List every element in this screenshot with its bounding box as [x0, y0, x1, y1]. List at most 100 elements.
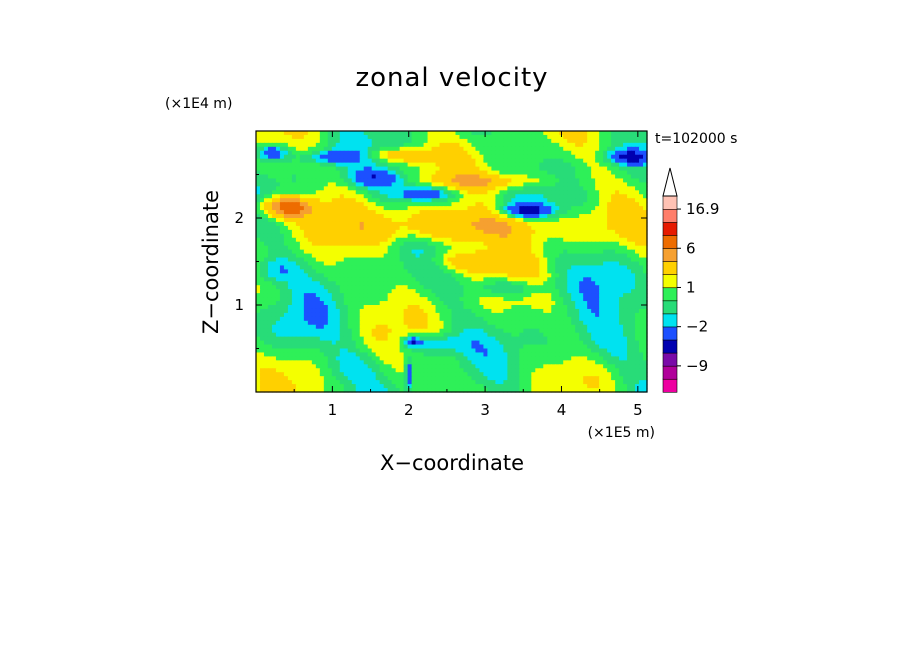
- field-cell: [363, 316, 369, 322]
- field-cell: [331, 249, 337, 255]
- field-cell: [443, 316, 449, 322]
- field-cell: [267, 170, 273, 176]
- field-cell: [535, 225, 540, 231]
- field-cell: [339, 269, 345, 274]
- field-cell: [459, 293, 465, 298]
- field-cell: [355, 170, 361, 176]
- field-cell: [263, 174, 269, 180]
- field-cell: [271, 210, 277, 215]
- field-cell: [391, 293, 397, 298]
- field-cell: [595, 174, 600, 180]
- field-cell: [479, 186, 485, 191]
- field-cell: [291, 214, 297, 219]
- field-cell: [487, 174, 492, 180]
- field-cell: [627, 221, 632, 227]
- field-cell: [619, 198, 624, 203]
- field-cell: [263, 146, 269, 152]
- field-cell: [563, 150, 568, 156]
- field-cell: [379, 273, 385, 278]
- field-cell: [619, 289, 624, 294]
- field-cell: [439, 281, 445, 286]
- field-cell: [299, 146, 305, 152]
- field-cell: [395, 328, 401, 334]
- field-cell: [571, 229, 576, 235]
- field-cell: [583, 182, 588, 187]
- field-cell: [531, 328, 536, 334]
- field-cell: [351, 285, 357, 290]
- field-cell: [619, 305, 624, 310]
- field-cell: [515, 273, 520, 278]
- field-cell: [467, 190, 473, 195]
- field-cell: [563, 308, 568, 314]
- field-cell: [383, 312, 389, 318]
- field-cell: [611, 218, 616, 223]
- field-cell: [355, 198, 361, 203]
- field-cell: [643, 154, 648, 160]
- field-cell: [311, 289, 317, 294]
- field-cell: [403, 174, 409, 180]
- field-cell: [547, 301, 552, 306]
- field-cell: [495, 221, 500, 227]
- field-cell: [271, 269, 277, 274]
- field-cell: [387, 245, 393, 251]
- field-cell: [307, 269, 313, 274]
- field-cell: [603, 281, 608, 286]
- field-cell: [271, 293, 277, 298]
- field-cell: [375, 301, 381, 306]
- field-cell: [459, 297, 465, 302]
- field-cell: [615, 162, 620, 168]
- field-cell: [599, 214, 604, 219]
- field-cell: [383, 142, 389, 148]
- field-cell: [427, 316, 433, 322]
- field-cell: [375, 249, 381, 255]
- field-cell: [283, 142, 289, 148]
- field-cell: [519, 146, 524, 152]
- field-cell: [575, 320, 580, 326]
- field-cell: [347, 229, 353, 235]
- field-cell: [367, 316, 373, 322]
- field-cell: [487, 131, 492, 136]
- field-cell: [515, 198, 520, 203]
- field-cell: [395, 198, 401, 203]
- field-cell: [311, 265, 317, 270]
- field-cell: [271, 162, 277, 168]
- field-cell: [427, 162, 433, 168]
- field-cell: [615, 134, 620, 140]
- field-cell: [507, 134, 512, 140]
- field-cell: [631, 194, 636, 199]
- field-cell: [391, 154, 397, 160]
- field-cell: [535, 324, 540, 330]
- field-cell: [451, 269, 457, 274]
- field-cell: [431, 233, 437, 239]
- field-cell: [627, 131, 632, 136]
- field-cell: [387, 162, 393, 168]
- field-cell: [539, 301, 544, 306]
- field-cell: [523, 229, 528, 235]
- field-cell: [575, 225, 580, 231]
- field-cell: [455, 305, 461, 310]
- field-cell: [379, 269, 385, 274]
- field-cell: [311, 174, 317, 180]
- field-cell: [451, 158, 457, 164]
- field-cell: [515, 328, 520, 334]
- field-cell: [519, 277, 524, 282]
- field-cell: [527, 182, 532, 187]
- field-cell: [559, 206, 564, 211]
- field-cell: [503, 308, 508, 314]
- field-cell: [339, 324, 345, 330]
- field-cell: [359, 225, 365, 231]
- field-cell: [303, 206, 309, 211]
- field-cell: [467, 241, 473, 247]
- field-cell: [383, 166, 389, 172]
- field-cell: [511, 214, 516, 219]
- field-cell: [591, 273, 596, 278]
- field-cell: [311, 214, 317, 219]
- field-cell: [635, 257, 640, 263]
- field-cell: [343, 233, 349, 239]
- field-cell: [315, 134, 321, 140]
- field-cell: [355, 305, 361, 310]
- field-cell: [455, 285, 461, 290]
- field-cell: [267, 301, 273, 306]
- field-cell: [575, 316, 580, 322]
- field-cell: [431, 289, 437, 294]
